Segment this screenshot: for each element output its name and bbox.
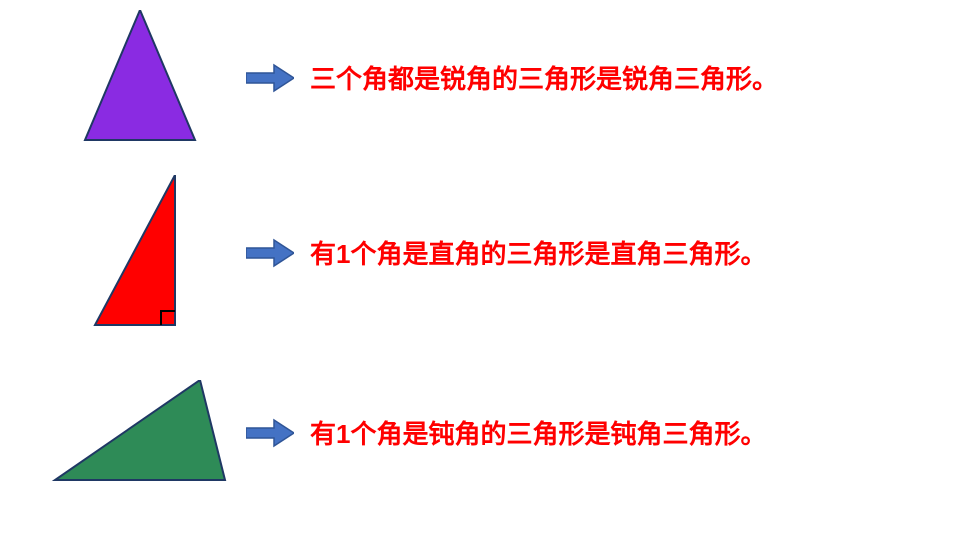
triangle-description: 有1个角是直角的三角形是直角三角形。 — [310, 234, 766, 271]
shape-container — [40, 10, 240, 145]
arrow-icon — [246, 63, 294, 93]
triangle-description: 有1个角是钝角的三角形是钝角三角形。 — [310, 414, 766, 451]
arrow-container — [240, 63, 300, 93]
arrow-icon — [246, 418, 294, 448]
acute-triangle-icon — [65, 10, 215, 145]
arrow-container — [240, 238, 300, 268]
shape-container — [40, 380, 240, 485]
triangle-row: 三个角都是锐角的三角形是锐角三角形。 — [40, 10, 778, 145]
triangle-row: 有1个角是钝角的三角形是钝角三角形。 — [40, 380, 766, 485]
triangle-row: 有1个角是直角的三角形是直角三角形。 — [40, 175, 766, 330]
right-triangle-icon — [65, 175, 215, 330]
obtuse-triangle-icon — [45, 380, 235, 485]
arrow-container — [240, 418, 300, 448]
triangle-description: 三个角都是锐角的三角形是锐角三角形。 — [310, 59, 778, 96]
arrow-icon — [246, 238, 294, 268]
shape-container — [40, 175, 240, 330]
